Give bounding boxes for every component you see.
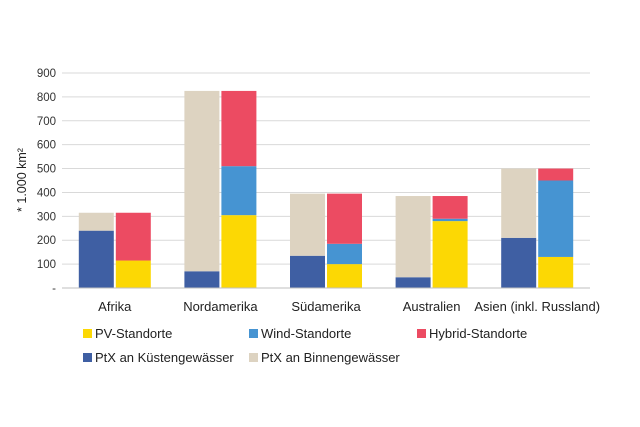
y-tick-label: - (52, 283, 56, 295)
bar-segment (184, 271, 220, 288)
bar-segment (184, 90, 220, 272)
bar-segment (115, 212, 151, 261)
bar-segment (78, 212, 114, 231)
y-tick-label: 300 (37, 211, 56, 223)
bar-segment (327, 193, 362, 244)
legend-swatch (249, 329, 258, 338)
bar-segment (290, 193, 325, 256)
legend-swatch (83, 329, 92, 338)
bar-segment (432, 196, 468, 219)
legend-swatch (249, 353, 258, 362)
bar-segment (538, 168, 574, 181)
legend-label: PtX an Binnengewässer (261, 350, 400, 365)
x-category-label: Asien (inkl. Russland) (474, 299, 600, 314)
bar-segment (78, 230, 114, 288)
bars (78, 90, 574, 288)
legend-label: PV-Standorte (95, 326, 172, 341)
x-category-label: Australien (403, 299, 461, 314)
bar-segment (538, 256, 574, 288)
y-axis-label: * 1.000 km² (15, 148, 29, 212)
y-axis-ticks: - 100 200 300 400 500 600 700 800 900 (37, 68, 56, 295)
y-tick-label: 600 (37, 140, 56, 152)
bar-segment (432, 218, 468, 222)
y-tick-label: 700 (37, 116, 56, 128)
bar-segment (115, 260, 151, 288)
bar-segment (501, 237, 537, 288)
y-tick-label: 100 (37, 259, 56, 271)
bar-segment (221, 166, 257, 216)
bar-segment (290, 255, 325, 288)
legend: PV-Standorte Wind-Standorte Hybrid-Standor… (83, 326, 527, 365)
bar-segment (327, 243, 362, 265)
legend-swatch (417, 329, 426, 338)
bar-segment (395, 277, 431, 288)
y-tick-label: 200 (37, 235, 56, 247)
bar-segment (432, 221, 468, 288)
bar-segment (327, 264, 362, 288)
legend-label: Hybrid-Standorte (429, 326, 527, 341)
bar-segment (221, 215, 257, 288)
y-tick-label: 800 (37, 92, 56, 104)
x-category-label: Nordamerika (183, 299, 258, 314)
legend-label: Wind-Standorte (261, 326, 351, 341)
legend-swatch (83, 353, 92, 362)
category-labels: Afrika Nordamerika Südamerika Australien Asi… (98, 299, 600, 314)
bar-segment (501, 168, 537, 238)
legend-label: PtX an Küstengewässer (95, 350, 234, 365)
x-category-label: Afrika (98, 299, 132, 314)
y-tick-label: 900 (37, 68, 56, 80)
bar-segment (221, 90, 257, 167)
bar-segment (538, 180, 574, 257)
x-category-label: Südamerika (291, 299, 361, 314)
y-tick-label: 400 (37, 187, 56, 199)
y-tick-label: 500 (37, 164, 56, 176)
bar-segment (395, 196, 431, 278)
